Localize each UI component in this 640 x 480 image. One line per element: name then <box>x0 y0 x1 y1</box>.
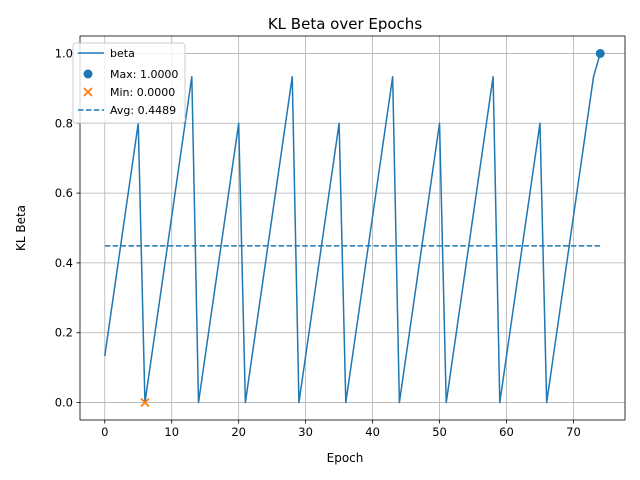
beta-line <box>104 53 601 404</box>
marker-layer <box>140 48 605 408</box>
y-tick-label: 0.6 <box>55 186 73 200</box>
y-tick-label: 0.8 <box>55 116 73 130</box>
series-layer <box>104 53 601 404</box>
legend-avg-label: Avg: 0.4489 <box>110 104 176 117</box>
x-tick-label: 70 <box>566 425 581 439</box>
x-axis: 0 10 20 30 40 50 60 70 <box>101 420 581 439</box>
y-tick-label: 0.0 <box>55 396 73 410</box>
legend-max-label: Max: 1.0000 <box>110 68 178 81</box>
x-tick-label: 60 <box>499 425 514 439</box>
y-tick-label: 0.4 <box>55 256 73 270</box>
max-marker <box>595 48 605 58</box>
x-tick-label: 0 <box>101 425 108 439</box>
y-axis: 0.0 0.2 0.4 0.6 0.8 1.0 <box>55 46 80 410</box>
legend-max-swatch <box>83 69 93 79</box>
y-tick-label: 1.0 <box>55 46 73 60</box>
x-tick-label: 20 <box>231 425 246 439</box>
x-tick-label: 40 <box>365 425 380 439</box>
legend-box <box>72 42 186 124</box>
plot-area-frame <box>79 35 626 421</box>
legend-min-label: Min: 0.0000 <box>110 86 175 99</box>
x-tick-label: 10 <box>164 425 179 439</box>
legend-beta-label: beta <box>110 47 135 60</box>
x-tick-label: 30 <box>298 425 313 439</box>
legend-min-swatch <box>83 87 93 97</box>
y-tick-label: 0.2 <box>55 326 73 340</box>
x-axis-label: Epoch <box>327 451 364 465</box>
min-marker-stroke <box>140 397 150 408</box>
y-axis-label: KL Beta <box>14 205 28 251</box>
legend: beta Max: 1.0000 Min: 0.0000 Avg: 0.4489 <box>72 42 186 124</box>
grid <box>80 36 625 420</box>
chart-title: KL Beta over Epochs <box>268 15 422 33</box>
x-tick-label: 50 <box>432 425 447 439</box>
min-marker <box>140 397 150 408</box>
